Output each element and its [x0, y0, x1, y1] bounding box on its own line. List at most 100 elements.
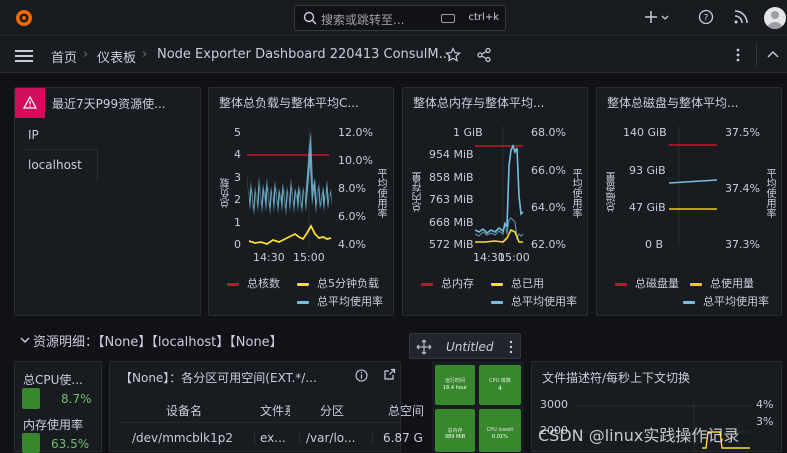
- y-tick: 3: [234, 171, 241, 184]
- y2-axis-label: 平均使用率: [375, 168, 386, 218]
- y-tick: 4: [234, 148, 241, 161]
- y-tick: 1: [234, 216, 241, 229]
- mini-stat[interactable]: CPU iowait 0.01%: [479, 409, 521, 452]
- mini-stat-value: 0.01%: [492, 434, 508, 440]
- row-title[interactable]: 资源明细：【None】【localhost】【None】: [33, 335, 283, 350]
- y-tick: 47 GiB: [629, 201, 666, 214]
- warning-icon: [23, 96, 37, 109]
- drag-handle-icon[interactable]: [416, 339, 432, 355]
- breadcrumb-home[interactable]: 首页: [51, 51, 78, 66]
- panel-menu-icon[interactable]: [508, 340, 514, 354]
- legend-label: 总平均使用率: [703, 295, 769, 308]
- y-tick: 668 MiB: [429, 216, 474, 229]
- star-icon[interactable]: [445, 47, 461, 63]
- legend-label: 总平均使用率: [511, 295, 577, 308]
- x-tick: 15:00: [293, 251, 325, 264]
- cpu-usage-bar: [22, 388, 40, 409]
- legend-item[interactable]: 总使用量: [690, 275, 754, 291]
- breadcrumb-dashboards[interactable]: 仪表板: [97, 51, 137, 66]
- fd-chart[interactable]: [574, 402, 750, 452]
- y2-tick: 3%: [756, 415, 774, 428]
- table-header[interactable]: 分区: [320, 404, 345, 418]
- mini-stat[interactable]: 运行时间 18.4 hour: [435, 365, 475, 405]
- panel-title[interactable]: 最近7天P99资源使...: [52, 97, 166, 111]
- legend-swatch: [683, 300, 695, 304]
- panel-title[interactable]: 【None】：各分区可用空间(EXT.*/...: [120, 371, 317, 385]
- mem-usage-bar: [22, 433, 40, 453]
- panel-title[interactable]: 文件描述符/每秒上下文切换: [542, 371, 691, 385]
- y2-axis-label: 平均使用率: [570, 168, 581, 218]
- partition-panel: 【None】：各分区可用空间(EXT.*/... 设备名 文件系 分区 总空间 …: [109, 361, 424, 452]
- legend-item[interactable]: 总平均使用率: [491, 293, 577, 309]
- user-avatar[interactable]: [764, 7, 786, 29]
- y-axis-label: 总负载: [221, 178, 232, 208]
- share-icon[interactable]: [476, 47, 492, 63]
- y-tick: 2: [234, 193, 241, 206]
- legend-item[interactable]: 总内存: [421, 275, 474, 291]
- y2-tick: 66.0%: [531, 164, 566, 177]
- y-tick: 954 MiB: [429, 148, 474, 161]
- legend-item[interactable]: 总核数: [227, 275, 280, 291]
- y2-tick: 68.0%: [531, 126, 566, 139]
- watermark: CSDN @linux实践操作记录: [538, 426, 740, 445]
- y-tick: 0: [234, 238, 241, 251]
- panel-title[interactable]: 整体总负载与整体平均C...: [219, 96, 359, 110]
- menu-icon[interactable]: [15, 50, 33, 62]
- mini-stat-value: 4: [498, 385, 502, 392]
- search-bar[interactable]: 搜索或跳转至... ctrl+k: [294, 5, 506, 31]
- table-header[interactable]: 设备名: [166, 404, 203, 418]
- x-tick: 14:30: [473, 251, 505, 264]
- mini-stat-value: 18.4 hour: [442, 385, 468, 391]
- help-icon[interactable]: ?: [698, 9, 714, 25]
- legend-item[interactable]: 总平均使用率: [683, 293, 769, 309]
- add-icon[interactable]: [644, 9, 670, 27]
- dashboard-toolbar: 首页 › 仪表板 › Node Exporter Dashboard 22041…: [0, 37, 787, 73]
- load-chart[interactable]: [247, 126, 333, 246]
- table-row: /dev/mmcblk1p2 ex... /var/lo... 6.87 G: [118, 422, 423, 452]
- y-axis-label: 总磁盘量: [607, 172, 618, 212]
- legend-item[interactable]: 总磁盘量: [615, 275, 679, 291]
- info-icon[interactable]: [355, 369, 368, 382]
- y2-tick: 10.0%: [338, 154, 373, 167]
- panel-title[interactable]: Untitled: [446, 340, 494, 354]
- chevron-up-icon[interactable]: [766, 49, 780, 61]
- breadcrumb-dashboard-title[interactable]: Node Exporter Dashboard 220413 ConsulM..…: [157, 47, 452, 62]
- y-tick: 93 GiB: [629, 164, 666, 177]
- legend-swatch: [297, 282, 309, 286]
- legend-swatch: [297, 300, 309, 304]
- y-tick: 858 MiB: [429, 171, 474, 184]
- p99-resource-panel: 最近7天P99资源使... IP localhost: [14, 87, 201, 316]
- memory-panel: 整体总内存与整体平均... 1 GiB 954 MiB 858 MiB 763 …: [402, 87, 588, 316]
- memory-chart[interactable]: [475, 126, 525, 246]
- y-tick: 763 MiB: [429, 193, 474, 206]
- mini-stat[interactable]: 总内存 989 MiB: [435, 409, 475, 452]
- y-tick: 5: [234, 126, 241, 139]
- y2-tick: 4.0%: [338, 238, 366, 251]
- table-header[interactable]: 总空间: [388, 404, 425, 418]
- legend-item[interactable]: 总5分钟负载: [297, 275, 379, 291]
- table-cell-ip: localhost: [28, 158, 82, 172]
- x-tick: 15:00: [498, 251, 530, 264]
- untitled-panel-header[interactable]: Untitled: [409, 333, 521, 359]
- grafana-logo-icon[interactable]: [14, 8, 34, 28]
- external-link-icon[interactable]: [383, 368, 396, 381]
- legend-label: 总使用量: [710, 277, 754, 290]
- legend-swatch: [421, 282, 433, 286]
- legend-swatch: [615, 282, 627, 286]
- legend-item[interactable]: 总平均使用率: [297, 293, 383, 309]
- error-badge[interactable]: [15, 88, 45, 118]
- rss-icon[interactable]: [733, 9, 749, 25]
- y-tick: 3000: [540, 398, 568, 411]
- legend-item[interactable]: 总已用: [491, 275, 544, 291]
- chevron-down-icon[interactable]: [20, 335, 30, 345]
- y2-tick: 8.0%: [338, 182, 366, 195]
- table-header[interactable]: 文件系: [260, 404, 290, 418]
- panel-title[interactable]: 整体总磁盘与整体平均...: [607, 96, 739, 110]
- mini-stat[interactable]: CPU 核数 4: [479, 365, 521, 405]
- x-tick: 14:30: [253, 251, 285, 264]
- panel-title[interactable]: 整体总内存与整体平均...: [413, 96, 545, 110]
- more-options-icon[interactable]: [733, 47, 743, 63]
- disk-chart[interactable]: [669, 126, 719, 246]
- y2-tick: 37.5%: [725, 126, 760, 139]
- table-header-ip[interactable]: IP: [28, 128, 39, 142]
